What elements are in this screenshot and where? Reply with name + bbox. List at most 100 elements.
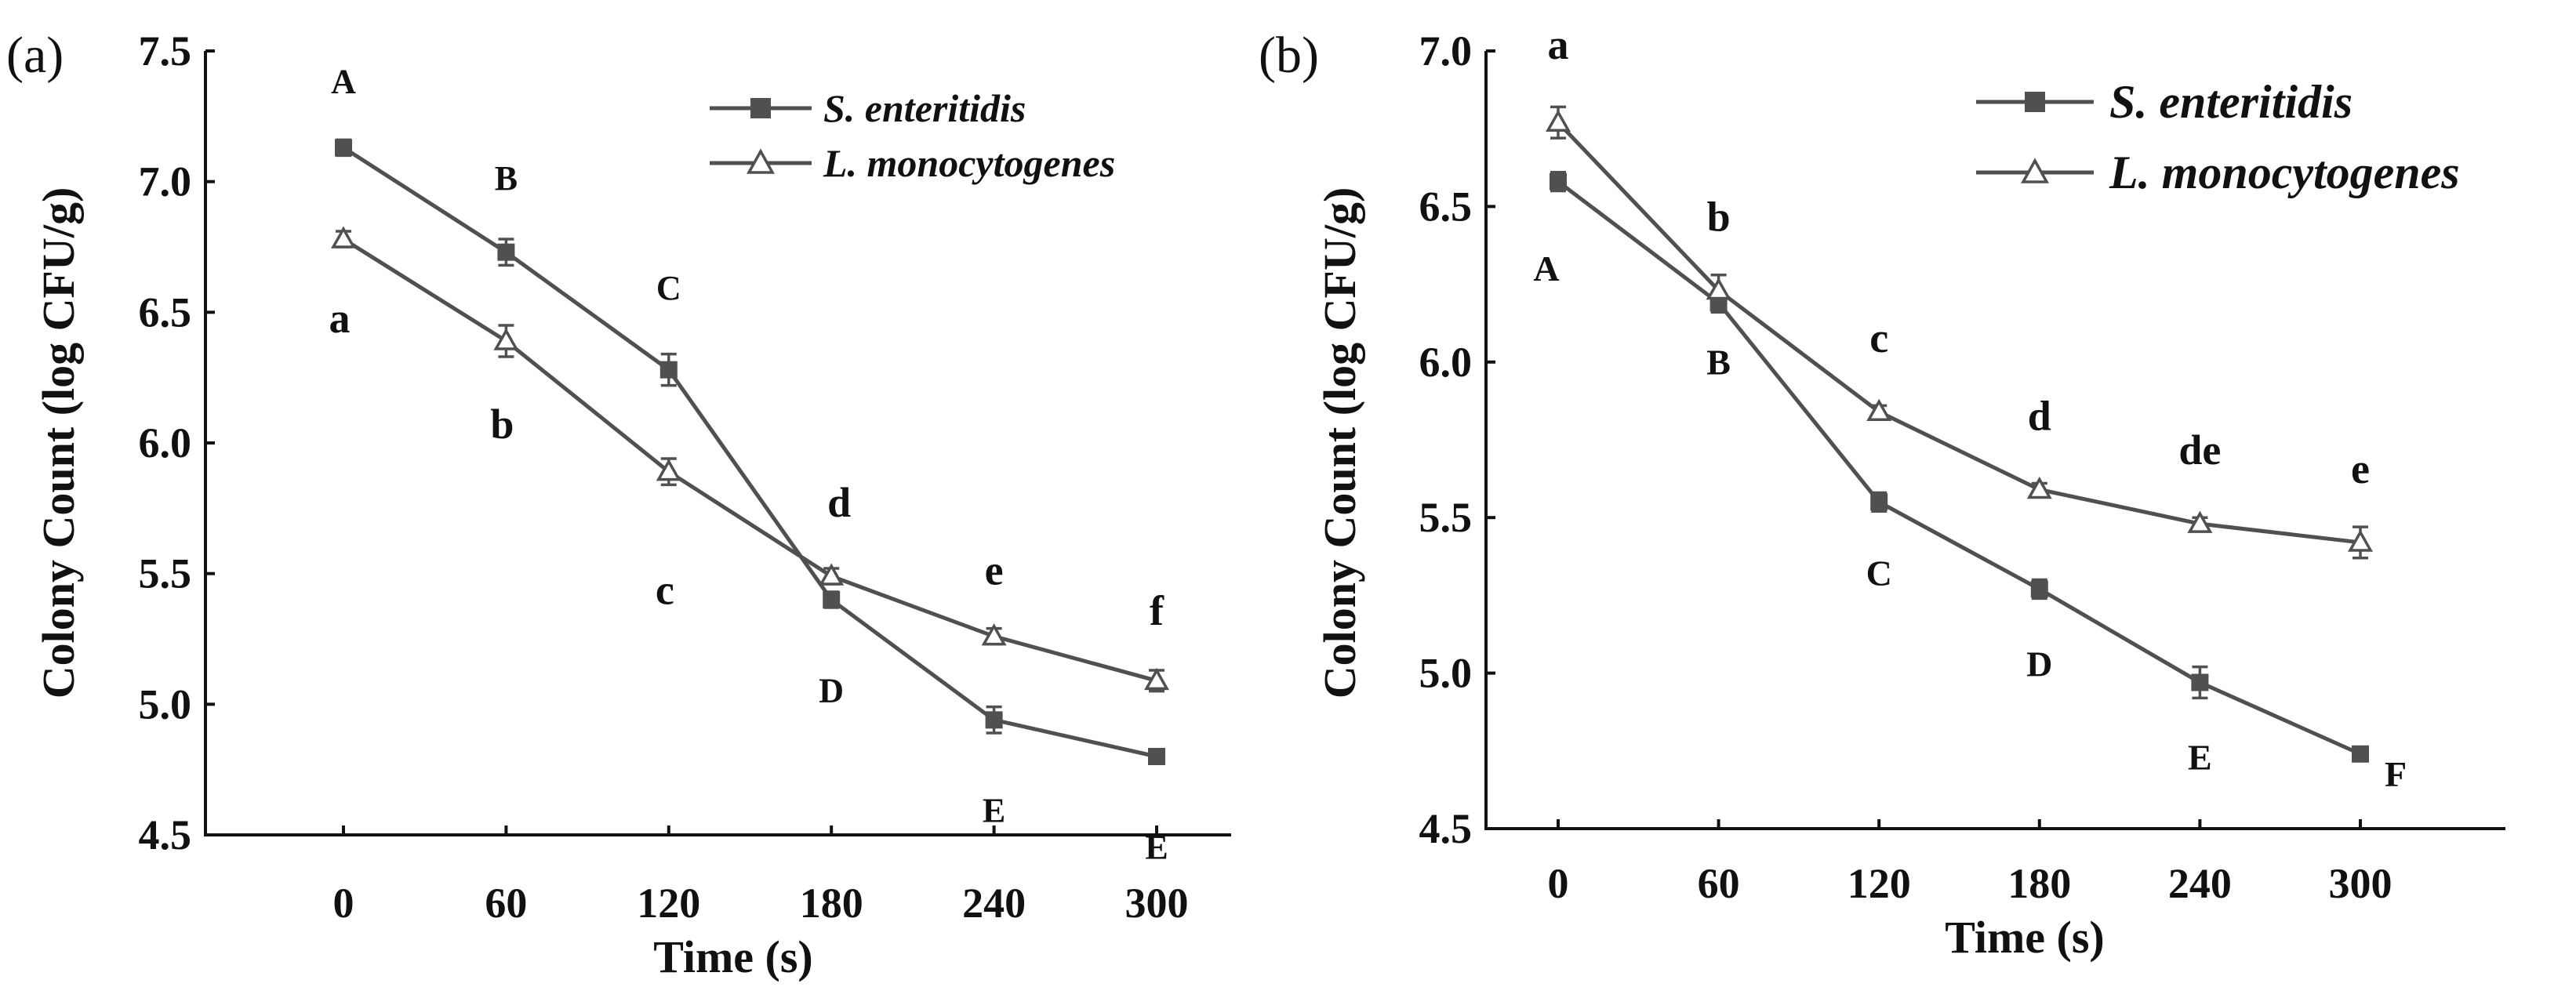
y-tick-label: 5.0	[139, 680, 192, 728]
y-tick-label: 5.5	[1419, 494, 1473, 541]
series-line	[342, 146, 1157, 759]
significance-letter: D	[2026, 644, 2052, 684]
panel-a-label: (a)	[6, 27, 64, 84]
data-point-square	[335, 139, 352, 157]
significance-letter: a	[1548, 21, 1569, 68]
data-point-triangle	[1144, 667, 1169, 691]
significance-letter: a	[329, 295, 351, 342]
data-point-triangle	[2348, 529, 2373, 552]
x-tick-label: 180	[800, 880, 863, 927]
data-point-triangle	[331, 226, 356, 249]
series-line	[1557, 180, 2362, 757]
data-point-triangle	[1866, 398, 1892, 422]
x-tick-label: 240	[962, 880, 1026, 927]
significance-letter: E	[1145, 828, 1168, 866]
data-point-square	[659, 361, 678, 379]
panel-b-series: A B C D E Fa b c d de e	[1533, 21, 2407, 794]
significance-letter: e	[2351, 445, 2370, 492]
panel-b-x-ticks: 0 60 120 180 240 300	[1548, 819, 2393, 907]
panel-b: (b) 4.5 5.0 5.5 6.0 6.5 7.0 0 60 120 180 240 300 C…	[1259, 21, 2505, 963]
data-point-square	[2352, 745, 2369, 763]
data-point-square	[2191, 673, 2209, 691]
data-point-square	[1550, 172, 1567, 191]
x-tick-label: 240	[2168, 860, 2232, 907]
x-tick-label: 60	[1698, 860, 1740, 907]
data-point-square	[823, 591, 841, 608]
y-tick-label: 4.5	[139, 811, 192, 858]
panel-a-legend: S. enteritidis L. monocytogenes	[710, 86, 1115, 185]
legend-l-monocytogenes: L. monocytogenes	[2109, 147, 2460, 198]
panel-b-x-axis-title: Time (s)	[1945, 912, 2105, 963]
y-tick-label: 6.0	[1419, 339, 1473, 386]
panel-a: (a) 4.5 5.0 5.5 6.0 6.5 7.0 7.5 0 60 120 180 240 30…	[6, 27, 1231, 982]
significance-letter: F	[2385, 754, 2407, 794]
y-tick-label: 6.0	[139, 419, 192, 466]
y-tick-label: 6.5	[1419, 183, 1473, 230]
legend-l-monocytogenes: L. monocytogenes	[823, 141, 1115, 185]
significance-letter: A	[1533, 249, 1559, 288]
significance-letter: de	[2178, 426, 2221, 474]
panel-a-series: A B C D E Ea b c d e f	[329, 63, 1169, 867]
panel-b-label: (b)	[1259, 27, 1319, 84]
data-point-triangle	[2026, 476, 2052, 499]
y-tick-label: 7.5	[139, 27, 192, 74]
data-point-square	[985, 711, 1003, 729]
significance-letter: E	[2188, 738, 2212, 778]
significance-letter: c	[1869, 314, 1888, 361]
x-tick-label: 300	[2329, 860, 2393, 907]
legend-triangle-marker	[747, 148, 775, 174]
x-tick-label: 300	[1125, 880, 1189, 927]
panel-a-y-axis-title: Colony Count (log CFU/g)	[33, 187, 84, 699]
y-tick-label: 5.5	[139, 550, 192, 597]
significance-letter: c	[656, 567, 674, 614]
x-tick-label: 180	[2007, 860, 2071, 907]
data-point-square	[497, 243, 515, 261]
panel-a-x-ticks: 0 60 120 180 240 300	[333, 826, 1189, 927]
legend-s-enteritidis: S. enteritidis	[2109, 76, 2353, 128]
significance-letter: B	[1706, 343, 1731, 383]
legend-s-enteritidis: S. enteritidis	[823, 86, 1026, 130]
panel-b-y-axis-title: Colony Count (log CFU/g)	[1314, 187, 1365, 699]
data-point-triangle	[656, 459, 681, 481]
significance-letter: D	[819, 671, 844, 709]
y-tick-label: 7.0	[139, 158, 192, 205]
significance-letter: E	[983, 792, 1005, 830]
significance-letter: B	[495, 159, 518, 198]
x-tick-label: 0	[333, 880, 354, 927]
significance-letter: A	[331, 63, 356, 101]
legend-triangle-marker	[2021, 158, 2049, 183]
series-s-enteritidis: A B C D E F	[1533, 171, 2407, 794]
x-tick-label: 0	[1548, 860, 1569, 907]
significance-letter: e	[985, 547, 1004, 594]
legend-square-marker	[2025, 92, 2045, 112]
x-tick-label: 120	[637, 880, 700, 927]
data-point-triangle	[1706, 277, 1731, 300]
panel-b-y-ticks: 4.5 5.0 5.5 6.0 6.5 7.0	[1419, 27, 1495, 852]
series-line	[342, 237, 1157, 683]
significance-letter: b	[1707, 193, 1731, 240]
data-point-triangle	[1546, 109, 1571, 132]
panel-b-legend: S. enteritidis L. monocytogenes	[1976, 76, 2460, 198]
data-point-square	[2030, 580, 2048, 598]
y-tick-label: 4.5	[1419, 805, 1473, 852]
significance-letter: C	[1866, 553, 1892, 593]
data-point-triangle	[819, 563, 845, 586]
y-tick-label: 7.0	[1419, 27, 1473, 74]
significance-letter: C	[656, 269, 681, 307]
x-tick-label: 60	[485, 880, 527, 927]
data-point-triangle	[493, 328, 519, 350]
series-s-enteritidis: A B C D E E	[331, 63, 1168, 867]
y-tick-label: 5.0	[1419, 650, 1473, 697]
panel-a-x-axis-title: Time (s)	[653, 931, 813, 982]
series-l-monocytogenes: a b c d e f	[329, 226, 1169, 693]
legend-square-marker	[750, 98, 771, 118]
y-tick-label: 6.5	[139, 288, 192, 336]
series-l-monocytogenes: a b c d de e	[1546, 21, 2373, 560]
series-line	[1557, 121, 2361, 545]
data-point-square	[1148, 748, 1165, 765]
data-point-square	[1870, 493, 1888, 511]
panel-a-y-ticks: 4.5 5.0 5.5 6.0 6.5 7.0 7.5	[139, 27, 215, 858]
significance-letter: d	[2028, 392, 2051, 439]
